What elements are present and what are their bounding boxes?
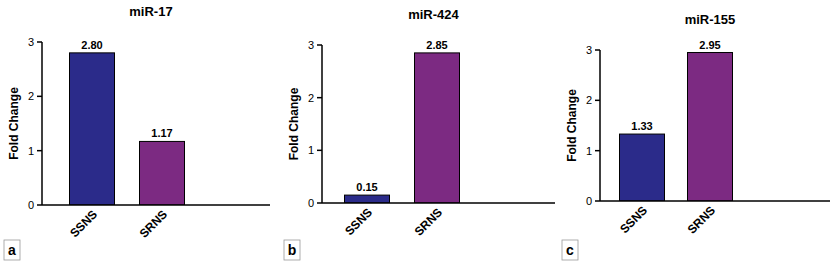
figure: miR-172.801.170123Fold ChangeSSNSSRNSami…	[0, 0, 839, 264]
panel: miR-424 0.15 2.85 0 1 2 3 Fold Change SSNS SRNS b	[284, 7, 555, 260]
y-tick	[595, 100, 600, 102]
y-tick-label: 1	[28, 145, 34, 157]
x-tick-label: SSNS	[67, 207, 100, 240]
x-tick-label: SRNS	[412, 205, 445, 238]
y-tick	[37, 150, 42, 152]
x-tick-label: SSNS	[342, 205, 375, 238]
y-tick-label: 0	[586, 195, 592, 207]
bar	[620, 134, 665, 201]
bar	[345, 195, 390, 203]
y-tick	[595, 49, 600, 51]
data-label: 2.95	[699, 39, 720, 51]
y-tick	[317, 97, 322, 99]
y-axis-label: Fold Change	[565, 89, 579, 162]
y-tick-label: 0	[28, 199, 34, 211]
y-tick-label: 0	[308, 197, 314, 209]
y-axis	[599, 50, 601, 201]
bar	[415, 53, 460, 203]
data-label: 2.80	[81, 39, 102, 51]
panel-label-box	[4, 240, 20, 260]
title: miR-155	[685, 12, 736, 27]
bars	[70, 53, 185, 205]
bars	[345, 53, 460, 203]
y-tick	[595, 150, 600, 152]
panel: miR-17 2.80 1.17 0 1 2 3 Fold Change SSNS SRNS a	[4, 4, 270, 260]
title: miR-17	[129, 4, 172, 19]
y-axis-label: Fold Change	[287, 87, 301, 160]
y-tick	[595, 200, 600, 202]
y-tick-label: 1	[308, 144, 314, 156]
panel-label: b	[288, 242, 297, 258]
bar	[140, 141, 185, 205]
data-label: 2.85	[426, 39, 447, 51]
panel-label-box	[284, 240, 300, 260]
y-tick	[37, 204, 42, 206]
y-tick	[37, 96, 42, 98]
panel-label: c	[566, 242, 574, 258]
y-axis	[41, 42, 43, 205]
y-tick-label: 3	[308, 39, 314, 51]
y-axis	[321, 45, 323, 203]
y-tick	[317, 202, 322, 204]
x-tick-label: SRNS	[137, 207, 170, 240]
y-tick-label: 1	[586, 145, 592, 157]
x-axis	[600, 200, 830, 202]
x-tick-label: SSNS	[617, 203, 650, 236]
data-label: 1.33	[631, 120, 652, 132]
panel-label: a	[8, 242, 16, 258]
panel-label-box	[562, 240, 578, 260]
x-axis	[42, 204, 270, 206]
y-tick-label: 2	[308, 92, 314, 104]
data-label: 0.15	[356, 181, 377, 193]
y-tick	[37, 41, 42, 43]
panel: miR-155 1.33 2.95 0 1 2 3 Fold Change SSNS SRNS c	[562, 12, 830, 260]
y-tick-label: 3	[28, 36, 34, 48]
y-tick-label: 3	[586, 44, 592, 56]
y-tick-label: 2	[28, 90, 34, 102]
x-axis	[322, 202, 555, 204]
title: miR-424	[408, 7, 459, 22]
data-label: 1.17	[151, 127, 172, 139]
y-axis-label: Fold Change	[7, 87, 21, 160]
bars	[620, 53, 733, 201]
bar	[688, 53, 733, 201]
chart-figure: miR-172.801.170123Fold ChangeSSNSSRNSami…	[0, 0, 839, 264]
y-tick-label: 2	[586, 94, 592, 106]
y-tick	[317, 150, 322, 152]
bar	[70, 53, 115, 205]
x-tick-label: SRNS	[685, 203, 718, 236]
y-tick	[317, 44, 322, 46]
